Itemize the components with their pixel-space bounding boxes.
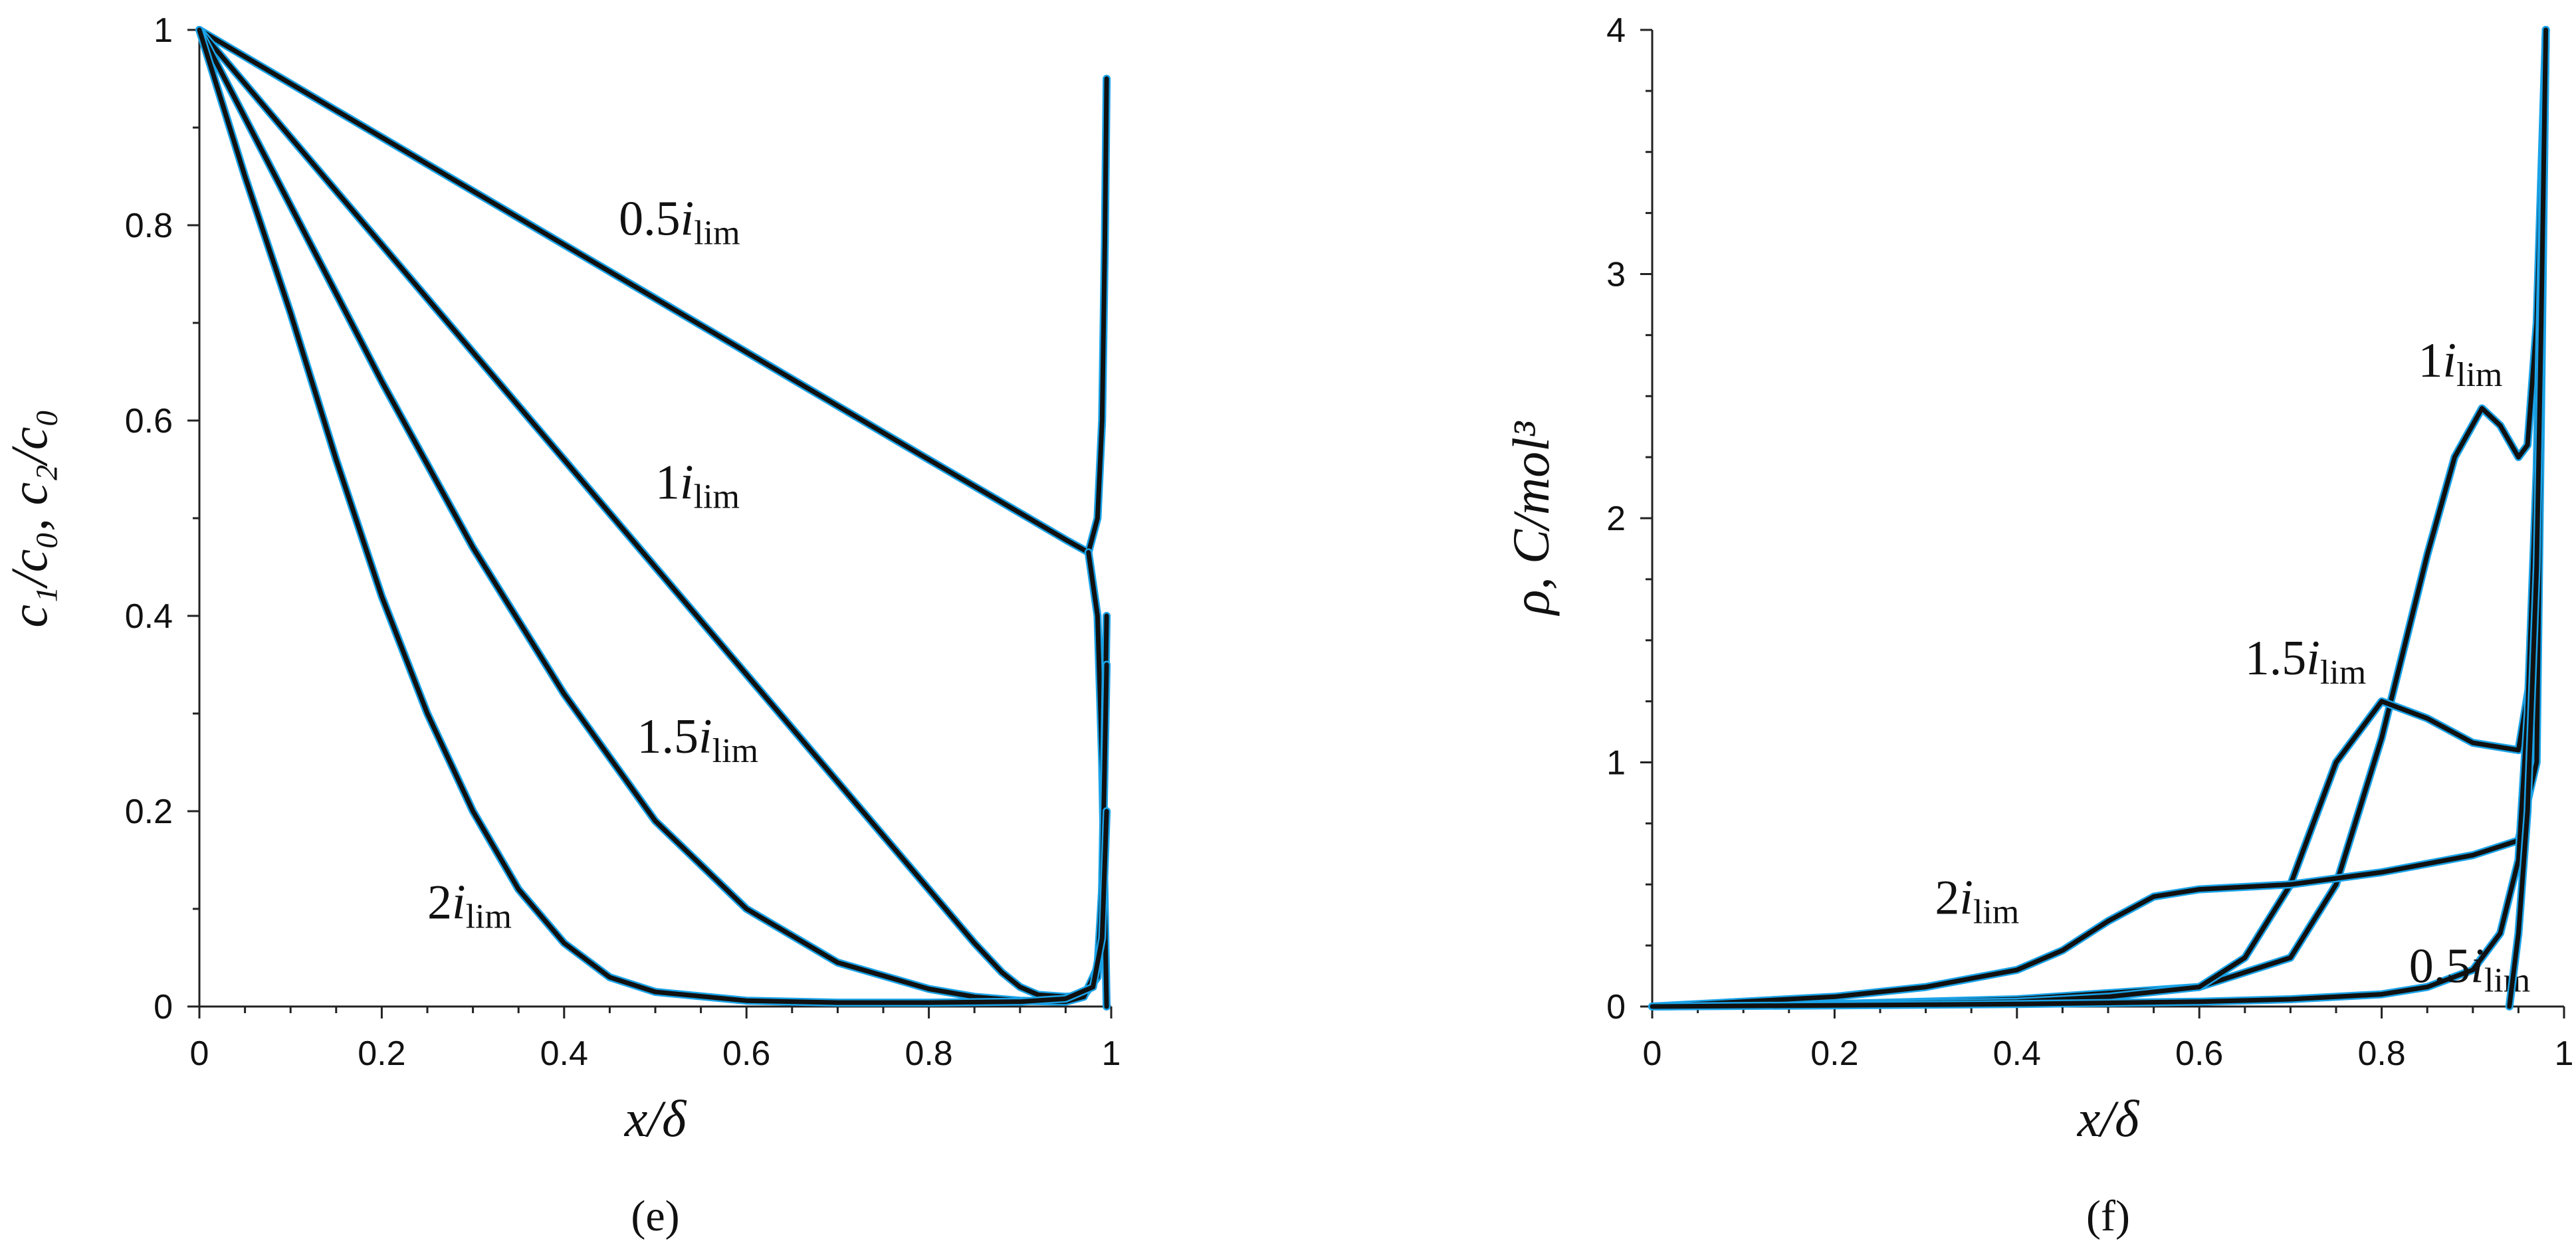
series-line [1650,27,2549,1009]
curve-label-symbol: i [681,192,695,246]
curve-label: 1ilim [655,456,740,516]
x-tick-label: 0.6 [2175,1034,2223,1073]
curve-label-symbol: i [2442,334,2456,388]
chart-f: 0 0.2 0.4 0.6 0.8 1012341ilim1.5ilim2ilim0.5i… [1502,11,2573,1240]
series-line-blue [195,26,1111,1006]
curve-label-symbol: i [2306,631,2320,686]
x-tick-label: 0.4 [540,1034,588,1073]
y-tick-label: 0.4 [125,597,173,636]
x-tick-label: 0.8 [905,1034,952,1073]
curve-label: 2ilim [427,876,512,936]
y-tick-label: 0.8 [125,207,173,245]
chart-e: 0 0.2 0.4 0.6 0.8 100.20.40.60.810.5ilim1ilim… [0,11,1121,1240]
curve-label: 1.5ilim [637,710,758,770]
series-line [1650,27,2549,1009]
x-tick-label: 0.8 [2357,1034,2405,1073]
curve-label-coef: 2 [1935,870,1959,925]
series-line [1650,27,2549,1009]
y-tick-label: 1 [154,11,173,50]
curve-label-subscript: lim [2320,654,2366,692]
curve-label-coef: 2 [427,876,452,930]
series-line-blue [195,26,1111,1001]
series-line [197,27,1109,999]
curve-label: 0.5ilim [2409,939,2530,999]
y-tick-label: 0 [154,988,173,1026]
curve-label-coef: 1 [655,456,680,510]
y-tick-label: 1 [1606,744,1626,783]
curve-label: 1.5ilim [2245,631,2366,692]
series-line [1650,27,2549,1009]
curve-label-subscript: lim [694,215,740,252]
curve-label-symbol: i [698,710,712,764]
curve-label-coef: 1.5 [2245,631,2307,686]
x-tick-label: 0 [190,1034,209,1073]
curve-label-subscript: lim [1973,893,2019,931]
curve-label-subscript: lim [2456,356,2502,394]
panel-label: (f) [2086,1192,2130,1240]
y-tick-label: 2 [1606,500,1626,538]
curve-label-coef: 1.5 [637,710,699,764]
x-tick-label: 0.2 [358,1034,405,1073]
series-line [197,27,1109,1005]
curve-label-coef: 0.5 [2409,939,2471,993]
curve-label-coef: 0.5 [619,192,681,246]
curve-label-subscript: lim [466,898,512,936]
curve-label-symbol: i [1959,870,1973,925]
series-line-blue [1648,26,2550,1011]
x-tick-label: 0.6 [722,1034,770,1073]
curve-label-subscript: lim [694,478,740,516]
series-line [197,27,1109,1005]
series-line-blue [195,26,1111,1007]
y-tick-label: 4 [1606,11,1626,50]
x-axis-title: x/δ [624,1090,687,1147]
y-axis-title: ρ, C/mol³ [1502,421,1560,616]
curve-label-subscript: lim [712,732,758,770]
x-tick-label: 0.2 [1810,1034,1858,1073]
series-line-blue [1648,26,2550,1011]
y-tick-label: 0.6 [125,402,173,440]
curve-label-coef: 1 [2418,334,2442,388]
y-tick-label: 0 [1606,988,1626,1026]
curve-label: 2ilim [1935,870,2019,931]
y-tick-label: 0.2 [125,793,173,831]
series-line [2507,27,2549,1009]
curve-label: 0.5ilim [619,192,740,252]
x-tick-label: 1 [2555,1034,2574,1073]
series-line [197,27,1109,555]
x-axis-title: x/δ [2077,1090,2140,1147]
curve-label-symbol: i [2470,939,2484,993]
curve-label-symbol: i [680,456,694,510]
panel-label: (e) [631,1192,679,1240]
x-tick-label: 0 [1643,1034,1662,1073]
curve-label: 1ilim [2418,334,2502,394]
series-line-blue [1648,26,2550,1011]
x-tick-label: 1 [1102,1034,1121,1073]
y-tick-label: 3 [1606,256,1626,294]
series-line-blue [1648,26,2550,1011]
curve-label-symbol: i [452,876,466,930]
y-axis-title: c₁/c₀, c₂/c₀ [0,409,58,627]
x-tick-label: 0.4 [1993,1034,2041,1073]
